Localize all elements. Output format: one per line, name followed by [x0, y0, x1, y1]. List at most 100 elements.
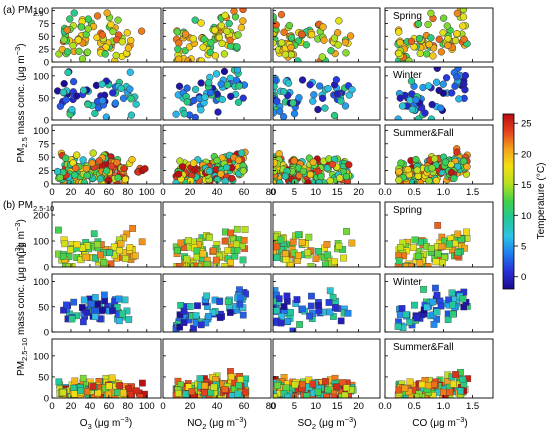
- data-point: [210, 247, 217, 255]
- data-point: [425, 40, 433, 49]
- data-point: [454, 230, 462, 238]
- data-point: [64, 68, 72, 77]
- colorbar-tick-label: 5: [521, 242, 526, 253]
- data-point: [102, 113, 110, 120]
- data-point: [309, 380, 317, 388]
- data-point: [427, 115, 436, 120]
- data-point: [221, 237, 229, 245]
- data-point: [448, 89, 456, 97]
- x-tick-label: 0.5: [408, 401, 421, 412]
- data-point: [183, 98, 191, 106]
- data-point: [98, 31, 107, 39]
- data-point: [415, 34, 424, 43]
- colorbar-label: Temperature (°C): [536, 163, 547, 240]
- data-point: [197, 57, 206, 62]
- data-point: [236, 300, 244, 308]
- data-point: [182, 30, 190, 38]
- data-point: [330, 313, 337, 320]
- data-point: [186, 303, 194, 310]
- data-point: [215, 33, 223, 42]
- x-tick-label: 1.0: [437, 401, 450, 412]
- data-point: [73, 151, 81, 159]
- data-point: [177, 239, 185, 247]
- y-tick-label: 0: [44, 116, 49, 127]
- data-point: [80, 179, 88, 184]
- x-tick-label: 40: [212, 187, 223, 198]
- data-point: [294, 57, 302, 62]
- data-point: [242, 290, 250, 298]
- y-tick-label: 50: [38, 32, 49, 43]
- data-point: [136, 393, 144, 398]
- panel-a-spring-so2: [272, 7, 381, 63]
- data-point: [343, 384, 350, 392]
- data-point: [453, 9, 461, 18]
- panel-frame: [51, 273, 162, 333]
- data-point: [437, 302, 445, 310]
- data-point: [65, 263, 73, 267]
- data-point: [295, 252, 302, 259]
- panel-frame: [384, 201, 494, 268]
- data-point: [83, 309, 91, 316]
- data-point: [308, 292, 315, 300]
- data-point: [420, 286, 427, 293]
- data-point: [176, 311, 184, 319]
- data-point: [332, 383, 340, 391]
- data-point: [63, 48, 72, 56]
- scatter-points: [273, 287, 352, 332]
- data-point: [175, 263, 183, 267]
- data-point: [126, 85, 134, 93]
- data-point: [199, 250, 207, 258]
- data-point: [284, 318, 292, 325]
- data-point: [407, 77, 416, 85]
- data-point: [216, 314, 224, 321]
- data-point: [318, 94, 327, 102]
- data-point: [451, 82, 459, 90]
- x-tick-label: 15: [332, 401, 343, 412]
- data-point: [289, 99, 297, 107]
- data-point: [227, 259, 234, 266]
- data-point: [93, 12, 102, 20]
- data-point: [59, 88, 67, 96]
- data-point: [174, 170, 183, 178]
- y-tick-label: 100: [33, 71, 49, 82]
- x-tick-label: 20: [185, 401, 196, 412]
- data-point: [197, 79, 205, 87]
- data-point: [411, 301, 418, 309]
- data-point: [273, 393, 278, 398]
- x-tick-label: 1.0: [437, 187, 450, 198]
- scatter-points: [172, 67, 249, 120]
- data-point: [109, 27, 117, 36]
- panel-frame: [51, 66, 162, 121]
- data-point: [182, 390, 190, 398]
- data-point: [394, 323, 402, 330]
- data-point: [291, 381, 299, 389]
- x-tick-label: 5: [292, 187, 297, 198]
- data-point: [188, 388, 196, 395]
- data-point: [209, 309, 217, 316]
- data-point: [410, 244, 417, 252]
- x-tick-label: 0: [270, 401, 275, 412]
- data-point: [427, 34, 435, 42]
- data-point: [91, 313, 99, 321]
- panel-a-winter-co: Winter: [384, 66, 494, 121]
- data-point: [314, 105, 322, 114]
- data-point: [125, 316, 133, 323]
- data-point: [116, 382, 123, 389]
- data-point: [290, 157, 298, 165]
- data-point: [432, 284, 439, 292]
- x-tick-label: 0: [160, 187, 165, 198]
- data-point: [281, 50, 290, 59]
- data-point: [203, 260, 211, 267]
- data-point: [228, 373, 235, 381]
- data-point: [218, 95, 226, 104]
- data-point: [55, 226, 62, 234]
- colorbar-tick-label: 15: [521, 180, 532, 191]
- data-point: [398, 305, 406, 312]
- data-point: [180, 110, 188, 118]
- data-point: [449, 310, 457, 318]
- data-point: [241, 226, 249, 233]
- scatter-points: [172, 368, 250, 398]
- data-point: [114, 16, 122, 24]
- data-point: [405, 57, 413, 62]
